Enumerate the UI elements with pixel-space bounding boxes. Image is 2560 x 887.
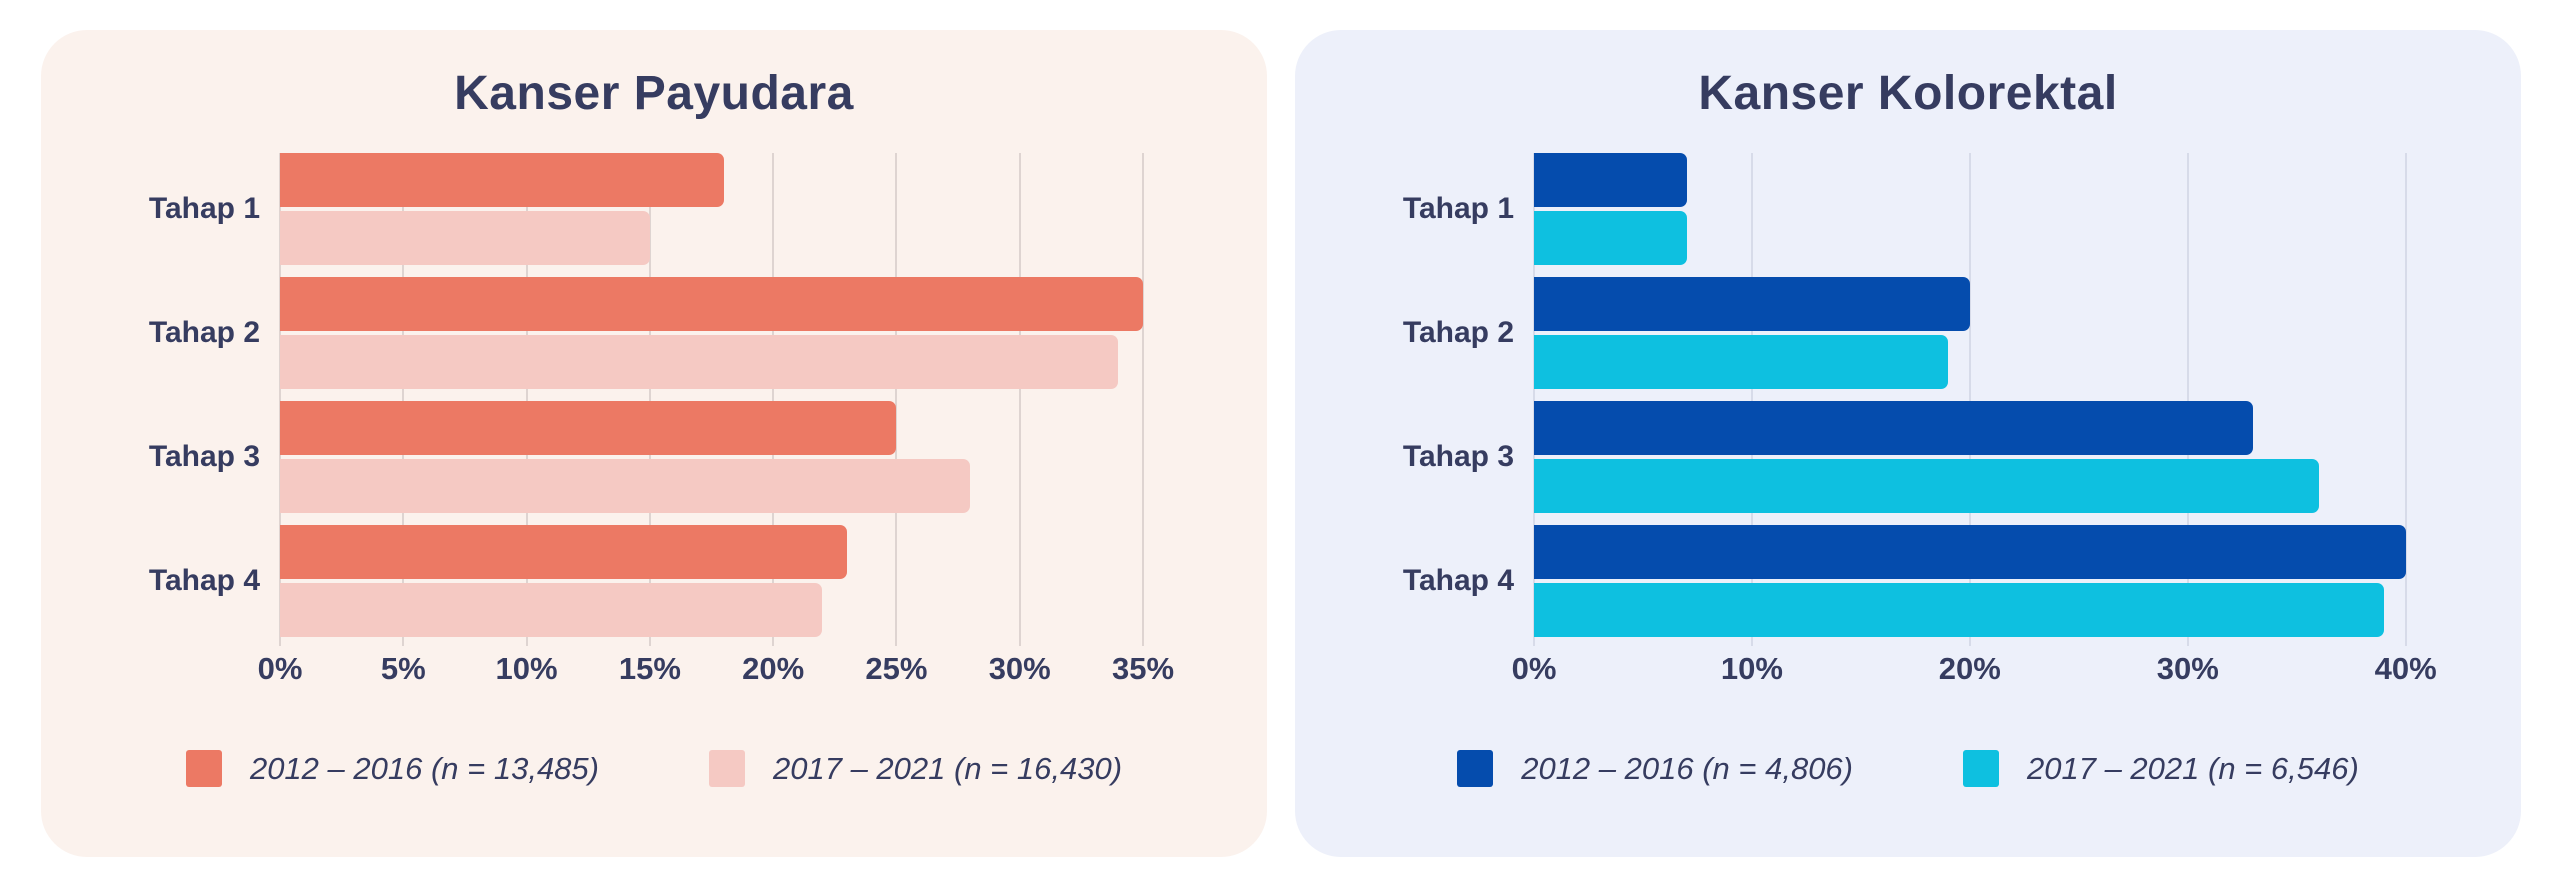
legend-swatch xyxy=(1963,750,1999,787)
legend-label: 2017 – 2021 (n = 16,430) xyxy=(773,750,1123,786)
category-label-tahap-2: Tahap 2 xyxy=(1402,316,1514,349)
gridline xyxy=(1750,153,1753,646)
bar-tahap-3-series-2 xyxy=(1534,459,2319,513)
x-tick-label: 40% xyxy=(2374,651,2437,686)
bar-tahap-1-series-2 xyxy=(1534,211,1687,265)
gridline xyxy=(1142,153,1144,646)
chart-title: Kanser Kolorektal xyxy=(1698,67,2118,120)
bar-tahap-2-series-1 xyxy=(280,277,1143,331)
category-label-tahap-2: Tahap 2 xyxy=(148,316,260,349)
legend-label: 2012 – 2016 (n = 13,485) xyxy=(249,750,599,786)
legend-item-1: 2012 – 2016 (n = 13,485) xyxy=(185,750,599,787)
x-tick-label: 35% xyxy=(1111,651,1175,686)
bar-tahap-4-series-2 xyxy=(1534,583,2384,637)
x-tick-label: 20% xyxy=(1938,651,2001,686)
bar-tahap-2-series-1 xyxy=(1534,277,1970,331)
category-label-tahap-1: Tahap 1 xyxy=(1402,192,1514,225)
category-label-tahap-3: Tahap 3 xyxy=(148,440,260,473)
bar-tahap-2-series-2 xyxy=(280,335,1119,389)
gridline xyxy=(1968,153,1971,646)
legend-item-1: 2012 – 2016 (n = 4,806) xyxy=(1457,750,1853,787)
gridline xyxy=(2404,153,2407,646)
legend-swatch xyxy=(185,750,222,787)
legend-label: 2012 – 2016 (n = 4,806) xyxy=(1521,750,1853,786)
category-label-tahap-4: Tahap 4 xyxy=(1402,564,1514,597)
x-tick-label: 30% xyxy=(988,651,1051,686)
chart-title: Kanser Payudara xyxy=(454,67,854,120)
gridline xyxy=(895,153,898,646)
legend-swatch xyxy=(1457,750,1494,787)
x-tick-label: 0% xyxy=(1511,651,1557,686)
x-tick-label: 5% xyxy=(380,651,426,686)
legend: 2012 – 2016 (n = 13,485) 2017 – 2021 (n =… xyxy=(41,750,1267,787)
x-tick-label: 20% xyxy=(742,651,805,686)
bar-tahap-1-series-1 xyxy=(280,153,724,207)
kanser-payudara-card: Kanser Payudara 0% 5% 10% 15% 20% 25% 30% 35% Ta… xyxy=(41,30,1267,857)
bar-tahap-3-series-1 xyxy=(1534,401,2254,455)
bar-tahap-2-series-2 xyxy=(1534,335,1949,389)
gridline xyxy=(772,153,775,646)
gridline xyxy=(279,153,281,646)
category-label-tahap-3: Tahap 3 xyxy=(1402,440,1514,473)
legend-item-2: 2017 – 2021 (n = 16,430) xyxy=(709,750,1122,787)
x-tick-label: 30% xyxy=(2156,651,2219,686)
plot-area: 0% 10% 20% 30% 40% Tahap 1 Tahap 2 Tahap 3 Tahap… xyxy=(1403,153,2437,686)
gridline xyxy=(525,153,528,646)
plot-area: 0% 5% 10% 15% 20% 25% 30% 35% Tahap 1 Tahap 2 Taha… xyxy=(149,153,1180,686)
legend-item-2: 2017 – 2021 (n = 6,546) xyxy=(1963,750,2359,787)
kanser-kolorektal-card: Kanser Kolorektal 0% 10% 20% 30% 40% Tahap 1 T… xyxy=(1295,30,2521,857)
x-tick-label: 25% xyxy=(865,651,928,686)
gridline xyxy=(1533,153,1535,646)
gridline xyxy=(2186,153,2189,646)
legend: 2012 – 2016 (n = 4,806) 2017 – 2021 (n = … xyxy=(1295,750,2521,787)
x-tick-label: 15% xyxy=(618,651,681,686)
legend-label: 2017 – 2021 (n = 6,546) xyxy=(2027,750,2359,786)
legend-swatch xyxy=(709,750,745,787)
x-tick-label: 10% xyxy=(1720,651,1783,686)
gridline xyxy=(402,153,405,646)
gridline xyxy=(648,153,651,646)
x-tick-label: 10% xyxy=(495,651,558,686)
bar-tahap-4-series-2 xyxy=(280,583,823,637)
bar-tahap-1-series-1 xyxy=(1534,153,1687,207)
gridline xyxy=(1018,153,1021,646)
bar-tahap-3-series-2 xyxy=(280,459,971,513)
x-tick-label: 0% xyxy=(257,651,303,686)
category-label-tahap-1: Tahap 1 xyxy=(148,192,260,225)
bar-tahap-1-series-2 xyxy=(280,211,650,265)
category-label-tahap-4: Tahap 4 xyxy=(148,564,260,597)
bar-tahap-3-series-1 xyxy=(280,401,897,455)
bar-tahap-4-series-1 xyxy=(1534,525,2406,579)
bar-tahap-4-series-1 xyxy=(280,525,848,579)
